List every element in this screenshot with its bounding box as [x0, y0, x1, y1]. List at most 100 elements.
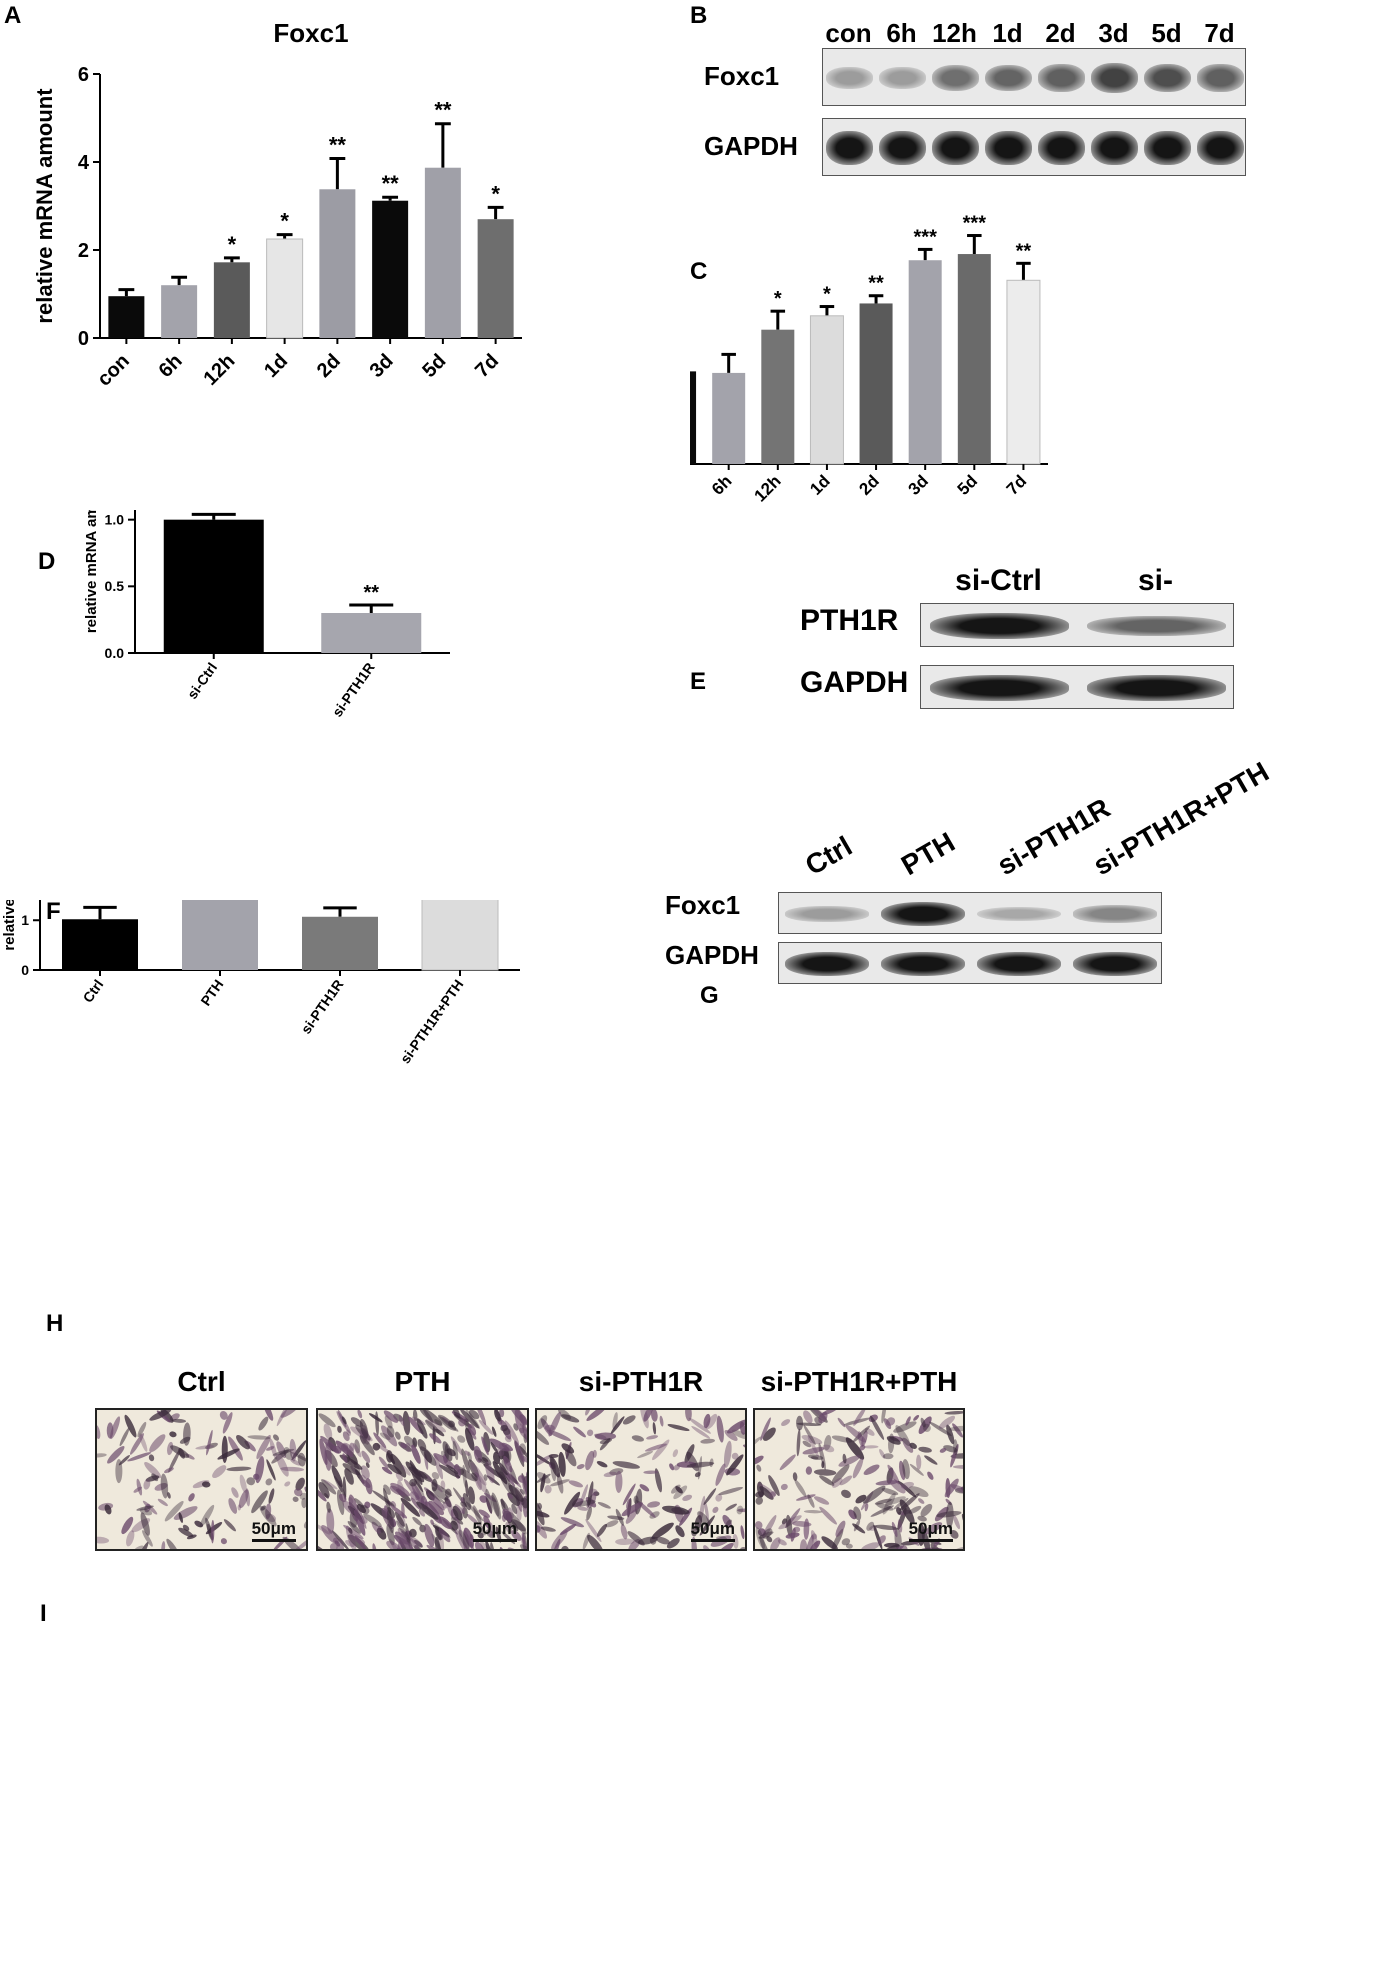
blot-row-label: Foxc1	[665, 890, 741, 920]
micrograph-texture	[318, 1410, 527, 1549]
stained-cell	[140, 1512, 150, 1536]
stained-cell	[551, 1530, 568, 1549]
stained-cell	[318, 1542, 330, 1549]
stained-cell	[164, 1500, 184, 1522]
stained-cell	[384, 1505, 389, 1517]
bar-Ctrl	[62, 919, 138, 970]
stained-cell	[412, 1437, 418, 1448]
blot-band	[932, 65, 979, 91]
stained-cell	[712, 1542, 734, 1549]
stained-cell	[792, 1521, 812, 1527]
stained-cell	[424, 1523, 435, 1547]
stained-cell	[809, 1540, 821, 1549]
stained-cell	[342, 1476, 347, 1501]
stained-cell	[918, 1446, 932, 1453]
stained-cell	[612, 1461, 640, 1469]
stained-cell	[324, 1443, 332, 1471]
stained-cell	[465, 1479, 469, 1497]
x-tick-label: 5d	[418, 350, 450, 382]
stained-cell	[501, 1442, 514, 1452]
stained-cell	[952, 1423, 963, 1438]
bar-12h	[761, 329, 795, 464]
stained-cell	[251, 1490, 268, 1514]
stained-cell	[919, 1547, 943, 1549]
stained-cell	[939, 1447, 947, 1453]
stained-cell	[913, 1414, 920, 1421]
stained-cell	[405, 1442, 411, 1453]
stained-cell	[818, 1411, 828, 1424]
stained-cell	[118, 1454, 130, 1466]
stained-cell	[354, 1509, 366, 1536]
stained-cell	[394, 1431, 401, 1440]
stained-cell	[280, 1410, 301, 1418]
significance-label: ***	[963, 213, 987, 235]
stained-cell	[410, 1497, 422, 1510]
stained-cell	[576, 1464, 585, 1470]
stained-cell	[908, 1486, 929, 1498]
stained-cell	[454, 1529, 469, 1549]
stained-cell	[839, 1475, 853, 1486]
stained-cell	[483, 1492, 497, 1503]
stained-cell	[460, 1410, 480, 1429]
stained-cell	[622, 1483, 636, 1506]
stained-cell	[565, 1449, 577, 1467]
stained-cell	[371, 1521, 381, 1534]
stained-cell	[161, 1541, 166, 1549]
stained-cell	[537, 1454, 553, 1467]
stained-cell	[414, 1539, 423, 1548]
blot-band	[1144, 63, 1191, 93]
stained-cell	[468, 1423, 477, 1436]
stained-cell	[852, 1457, 864, 1479]
stained-cell	[770, 1537, 781, 1549]
stained-cell	[852, 1523, 866, 1534]
blot-lane-label: si-Ctrl	[955, 564, 1042, 597]
blot-band	[985, 131, 1032, 165]
stained-cell	[431, 1471, 440, 1480]
stained-cell	[548, 1454, 559, 1459]
stained-cell	[280, 1466, 305, 1472]
stained-cell	[431, 1478, 438, 1492]
stained-cell	[502, 1508, 513, 1522]
stained-cell	[195, 1445, 215, 1450]
stained-cell	[585, 1450, 595, 1471]
stained-cell	[354, 1498, 365, 1509]
blot-band	[1144, 131, 1191, 165]
stained-cell	[861, 1542, 880, 1549]
stained-cell	[462, 1493, 471, 1511]
stained-cell	[115, 1459, 123, 1484]
stained-cell	[736, 1505, 744, 1515]
x-tick-label: 6h	[708, 471, 735, 498]
stained-cell	[222, 1412, 233, 1434]
stained-cell	[777, 1539, 787, 1546]
stained-cell	[803, 1510, 823, 1514]
stained-cell	[434, 1454, 444, 1480]
stained-cell	[540, 1526, 556, 1532]
stained-cell	[866, 1521, 875, 1531]
blot-band	[1038, 131, 1085, 165]
blot-lane-label: 6h	[886, 18, 917, 48]
stained-cell	[408, 1466, 428, 1479]
stained-cell	[568, 1480, 583, 1488]
stained-cell	[731, 1452, 739, 1460]
stained-cell	[810, 1456, 819, 1460]
stained-cell	[599, 1438, 611, 1451]
stained-cell	[813, 1496, 830, 1505]
stained-cell	[400, 1497, 421, 1517]
stained-cell	[104, 1504, 112, 1515]
stained-cell	[412, 1410, 418, 1422]
x-tick-label: 7d	[471, 350, 503, 382]
stained-cell	[920, 1503, 933, 1517]
stained-cell	[456, 1516, 462, 1538]
x-tick-label: si-PTH1R	[329, 660, 378, 720]
stained-cell	[474, 1410, 487, 1426]
stained-cell	[119, 1427, 130, 1447]
stained-cell	[895, 1425, 911, 1447]
stained-cell	[899, 1460, 906, 1481]
stained-cell	[505, 1521, 513, 1534]
stained-cell	[365, 1462, 370, 1468]
stained-cell	[489, 1438, 510, 1452]
bar-con	[690, 371, 697, 464]
stained-cell	[390, 1453, 407, 1478]
stained-cell	[148, 1454, 155, 1462]
